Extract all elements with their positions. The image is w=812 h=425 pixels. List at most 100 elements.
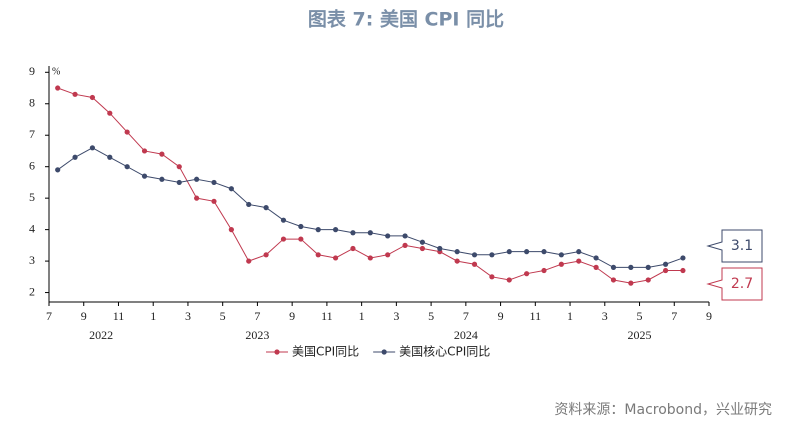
point	[610, 277, 617, 283]
point	[107, 154, 113, 160]
point	[107, 110, 113, 116]
point	[176, 164, 182, 170]
point	[315, 252, 321, 258]
y-tick-label: 8	[29, 96, 35, 110]
point	[576, 258, 582, 264]
point	[402, 242, 408, 248]
legend-marker	[274, 349, 280, 355]
point	[194, 195, 200, 201]
year-label: 2023	[245, 328, 269, 342]
point	[541, 267, 547, 274]
x-tick-label: 11	[530, 309, 542, 323]
point	[506, 277, 512, 283]
point	[89, 94, 96, 101]
point	[506, 249, 512, 255]
point	[576, 249, 582, 255]
point	[541, 249, 547, 255]
point	[593, 264, 599, 270]
point	[141, 148, 148, 154]
point	[263, 205, 269, 211]
year-label: 2022	[89, 328, 113, 342]
point	[662, 261, 669, 267]
x-tick-label: 11	[321, 309, 333, 323]
point	[419, 239, 426, 245]
y-tick-label: 7	[29, 127, 35, 141]
point	[489, 252, 495, 258]
point	[159, 176, 165, 182]
point	[385, 233, 391, 239]
point	[471, 261, 478, 267]
point	[662, 267, 669, 274]
legend-marker	[381, 349, 387, 355]
point	[124, 164, 130, 170]
point	[211, 179, 217, 186]
point	[645, 277, 651, 283]
y-tick-label: 4	[29, 221, 35, 235]
point	[72, 91, 78, 97]
point	[628, 280, 634, 286]
x-tick-label: 3	[602, 309, 608, 323]
point	[454, 249, 460, 255]
x-tick-label: 9	[498, 309, 504, 323]
point	[437, 245, 443, 252]
x-tick-label: 1	[567, 309, 573, 323]
point	[246, 201, 252, 208]
source: 资料来源：Macrobond，兴业研究	[554, 402, 772, 418]
point	[280, 236, 287, 242]
point	[645, 264, 651, 270]
point	[385, 252, 391, 258]
point	[558, 252, 564, 258]
x-tick-label: 7	[463, 309, 469, 323]
point	[471, 252, 478, 258]
point	[402, 233, 408, 239]
point	[141, 173, 148, 179]
x-tick-label: 1	[359, 309, 365, 323]
point	[194, 176, 200, 182]
x-tick-label: 3	[185, 309, 191, 323]
x-tick-label: 5	[220, 309, 226, 323]
point	[350, 230, 356, 236]
x-tick-label: 3	[393, 309, 399, 323]
y-tick-label: 6	[29, 158, 35, 172]
point	[89, 145, 96, 151]
y-tick-label: 2	[29, 284, 35, 298]
point	[124, 129, 130, 135]
point	[558, 261, 564, 267]
point	[350, 245, 356, 252]
point	[159, 151, 165, 157]
y-tick-label: 3	[29, 253, 35, 267]
point	[55, 167, 61, 173]
legend-label: 美国核心CPI同比	[399, 345, 490, 359]
point	[55, 85, 61, 91]
point	[367, 230, 373, 236]
point	[680, 255, 686, 261]
point	[263, 252, 269, 258]
point	[211, 198, 217, 204]
point	[298, 223, 304, 230]
y-tick-label: 5	[29, 190, 35, 204]
point	[332, 227, 339, 233]
point	[489, 274, 495, 280]
point	[593, 255, 599, 261]
legend-label: 美国CPI同比	[292, 345, 359, 359]
x-tick-label: 11	[113, 309, 125, 323]
year-label: 2024	[454, 328, 478, 342]
point	[628, 264, 634, 270]
point	[246, 258, 252, 264]
point	[228, 227, 234, 233]
point	[454, 258, 460, 264]
point	[72, 154, 78, 160]
callout	[706, 229, 763, 263]
point	[228, 186, 234, 192]
callout	[706, 267, 763, 301]
x-tick-label: 9	[289, 309, 295, 323]
x-tick-label: 7	[46, 309, 52, 323]
x-tick-label: 7	[254, 309, 260, 323]
point	[524, 249, 530, 255]
line	[57, 147, 684, 268]
callout-label: 2.7	[731, 276, 753, 292]
x-tick-label: 1	[150, 309, 156, 323]
point	[524, 271, 530, 277]
point	[419, 245, 426, 252]
